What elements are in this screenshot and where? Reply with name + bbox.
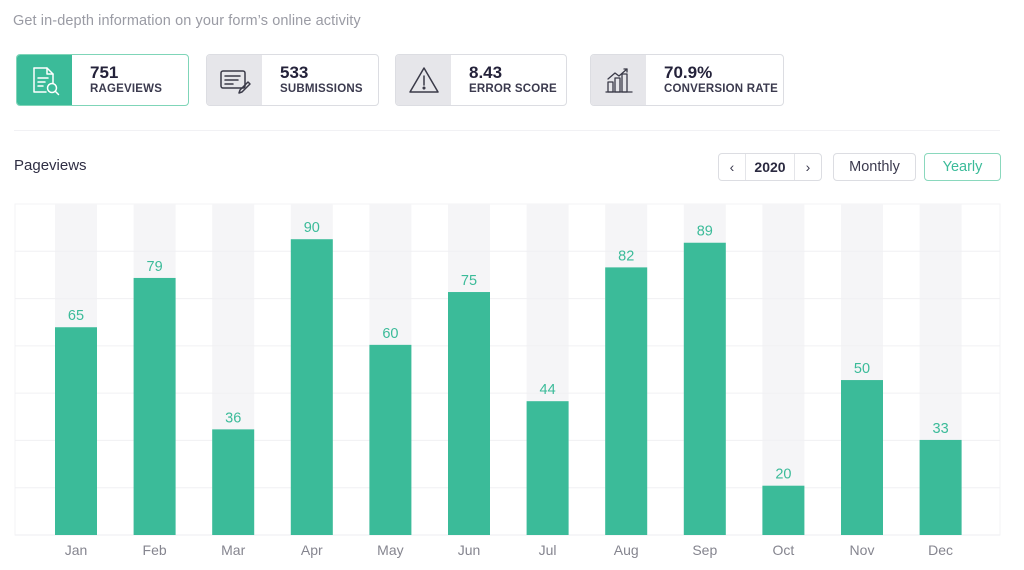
bar-value-label: 36: [225, 410, 241, 426]
x-tick-label: Jan: [65, 542, 88, 558]
x-tick-label: May: [377, 542, 403, 558]
stat-value: 533: [280, 63, 309, 82]
bar-jul[interactable]: [526, 401, 569, 535]
bar-value-label: 60: [382, 326, 398, 342]
x-tick-label: Mar: [221, 542, 245, 558]
plot-area: [14, 203, 1001, 536]
bar-apr[interactable]: [290, 239, 333, 535]
stat-value: 70.9%: [664, 63, 713, 82]
stat-label: CONVERSION RATE: [664, 83, 778, 95]
x-tick-label: Jun: [458, 542, 481, 558]
page-subtitle: Get in-depth information on your form’s …: [13, 13, 361, 29]
document-search-icon: [17, 55, 72, 105]
section-divider: [14, 130, 1000, 131]
stat-card-submissions[interactable]: 533 SUBMISSIONS: [206, 54, 379, 106]
form-edit-icon: [207, 55, 262, 105]
bar-value-label: 44: [540, 382, 556, 398]
bar-sep[interactable]: [683, 242, 726, 535]
bar-value-label: 50: [854, 361, 870, 377]
stat-value: 751: [90, 63, 119, 82]
bar-jun[interactable]: [448, 292, 490, 535]
stat-label: RAGEVIEWS: [90, 83, 163, 95]
stat-card-error-score[interactable]: 8.43 ERROR SCORE: [395, 54, 567, 106]
bar-oct[interactable]: [762, 485, 805, 535]
year-value: 2020: [745, 154, 795, 180]
bar-value-label: 65: [68, 308, 84, 324]
year-navigator: ‹ 2020 ›: [718, 153, 822, 181]
bar-aug[interactable]: [605, 267, 648, 535]
bar-jan[interactable]: [55, 327, 97, 535]
bar-track: [762, 204, 805, 535]
chevron-left-icon[interactable]: ‹: [729, 159, 735, 175]
stat-card-conversion-rate[interactable]: 70.9% CONVERSION RATE: [590, 54, 784, 106]
x-tick-label: Aug: [614, 542, 639, 558]
bar-mar[interactable]: [212, 429, 255, 535]
growth-chart-icon: [591, 55, 646, 105]
stat-value: 8.43: [469, 63, 503, 82]
bar-value-label: 90: [304, 220, 320, 236]
bar-value-label: 79: [147, 259, 163, 275]
bar-value-label: 82: [618, 248, 634, 264]
x-tick-label: Nov: [850, 542, 875, 558]
chart-title: Pageviews: [14, 157, 87, 174]
bar-dec[interactable]: [919, 439, 962, 535]
warning-triangle-icon: [396, 55, 451, 105]
bar-value-label: 75: [461, 273, 477, 289]
yearly-button[interactable]: Yearly: [924, 153, 1001, 181]
x-tick-label: Apr: [301, 542, 323, 558]
stat-card-pageviews[interactable]: 751 RAGEVIEWS: [16, 54, 189, 106]
bar-nov[interactable]: [841, 380, 883, 535]
bar-value-label: 33: [933, 421, 949, 437]
bar-value-label: 20: [775, 467, 791, 483]
stat-label: ERROR SCORE: [469, 83, 557, 95]
x-tick-label: Dec: [928, 542, 953, 558]
bar-value-label: 89: [697, 224, 713, 240]
x-tick-label: Feb: [143, 542, 167, 558]
bar-feb[interactable]: [133, 277, 176, 535]
x-tick-label: Sep: [692, 542, 717, 558]
pageviews-bar-chart: 65 Jan 79 Feb 36 Mar 90 Apr 60 May 75 Jun 44 Jul 82 Aug…: [14, 203, 1001, 558]
x-tick-label: Jul: [539, 542, 557, 558]
x-tick-label: Oct: [773, 542, 795, 558]
stat-label: SUBMISSIONS: [280, 83, 363, 95]
bar-may[interactable]: [369, 344, 412, 535]
chevron-right-icon[interactable]: ›: [805, 159, 811, 175]
monthly-button[interactable]: Monthly: [833, 153, 916, 181]
